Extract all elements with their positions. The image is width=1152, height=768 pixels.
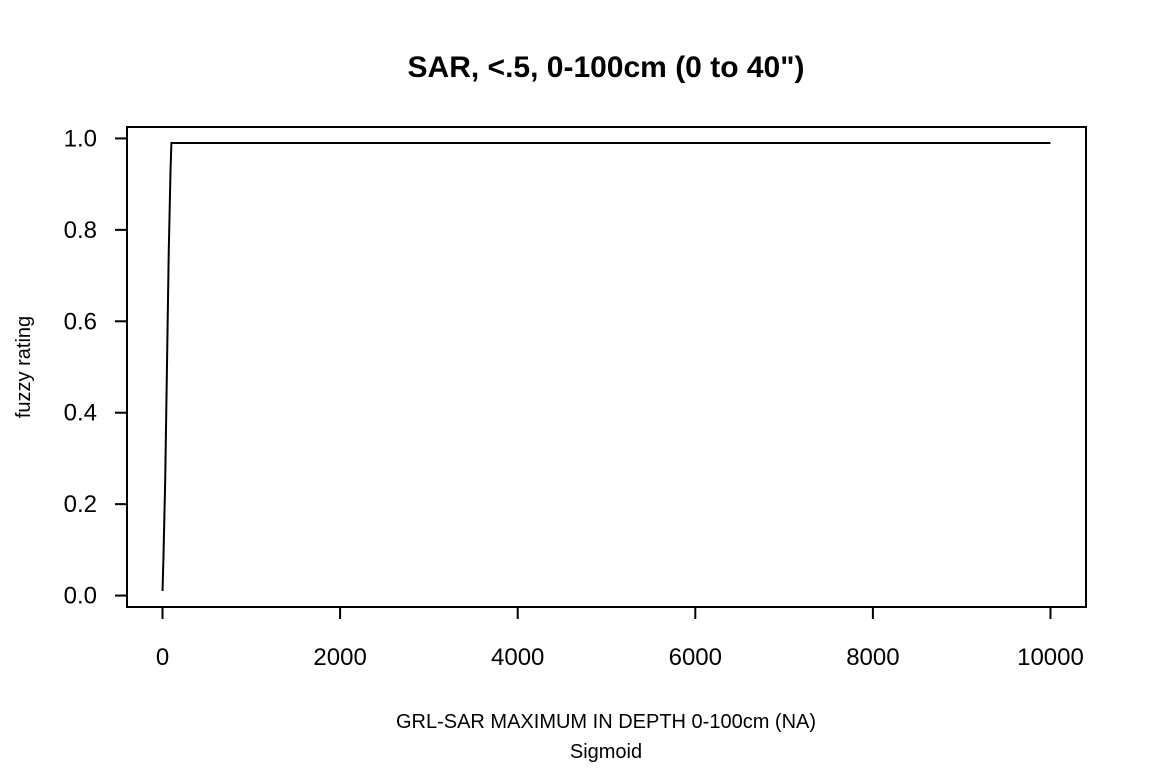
x-tick-label: 2000 bbox=[313, 644, 366, 671]
plot-frame bbox=[126, 126, 1087, 608]
series-line bbox=[161, 142, 1051, 592]
y-tick-label: 0.2 bbox=[64, 491, 97, 518]
y-tick-label: 0.4 bbox=[64, 400, 97, 427]
y-tick-label: 1.0 bbox=[64, 125, 97, 152]
x-tick-label: 4000 bbox=[491, 644, 544, 671]
x-tick-label: 8000 bbox=[846, 644, 899, 671]
x-tick-label: 6000 bbox=[669, 644, 722, 671]
y-tick-label: 0.8 bbox=[64, 217, 97, 244]
x-tick-label: 0 bbox=[156, 644, 169, 671]
x-axis-label: GRL-SAR MAXIMUM IN DEPTH 0-100cm (NA) bbox=[396, 711, 816, 733]
x-axis: 0 2000 4000 6000 8000 10000 bbox=[156, 606, 1084, 671]
y-tick-label: 0.0 bbox=[64, 583, 97, 610]
y-axis-label: fuzzy rating bbox=[13, 316, 35, 418]
y-axis: 0.0 0.2 0.4 0.6 0.8 1.0 bbox=[64, 125, 128, 610]
y-tick-label: 0.6 bbox=[64, 308, 97, 335]
x-axis-sublabel: Sigmoid bbox=[570, 741, 642, 763]
x-tick-label: 10000 bbox=[1017, 644, 1084, 671]
chart-title: SAR, <.5, 0-100cm (0 to 40") bbox=[408, 51, 805, 84]
series-layer bbox=[161, 142, 1051, 592]
